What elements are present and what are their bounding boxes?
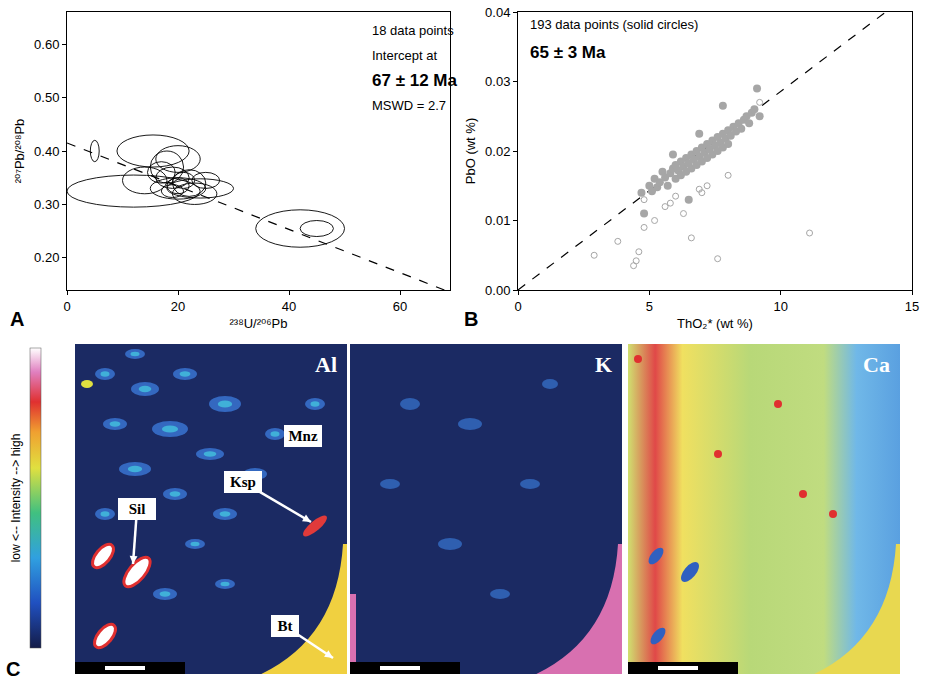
svg-text:18 data points: 18 data points xyxy=(372,23,454,38)
svg-text:K: K xyxy=(595,352,612,377)
svg-text:PbO (wt %): PbO (wt %) xyxy=(463,118,478,184)
svg-text:0.60: 0.60 xyxy=(34,37,59,52)
svg-text:60: 60 xyxy=(393,299,407,314)
svg-text:0.20: 0.20 xyxy=(34,250,59,265)
svg-text:193 data points (solid circles: 193 data points (solid circles) xyxy=(530,17,698,32)
svg-text:Intercept at: Intercept at xyxy=(372,48,437,63)
svg-text:0.30: 0.30 xyxy=(34,197,59,212)
svg-text:0.04: 0.04 xyxy=(485,5,510,20)
svg-text:Bt: Bt xyxy=(278,618,293,634)
svg-text:²³⁸U/²⁰⁶Pb: ²³⁸U/²⁰⁶Pb xyxy=(230,316,288,331)
svg-text:20: 20 xyxy=(171,299,185,314)
svg-text:C: C xyxy=(6,658,20,680)
svg-text:10: 10 xyxy=(773,299,787,314)
svg-text:65 ± 3 Ma: 65 ± 3 Ma xyxy=(530,43,606,62)
svg-text:40: 40 xyxy=(282,299,296,314)
svg-text:0: 0 xyxy=(63,299,70,314)
svg-text:low <-- Intensity --> high: low <-- Intensity --> high xyxy=(9,434,23,563)
svg-text:0.02: 0.02 xyxy=(485,144,510,159)
svg-text:0.01: 0.01 xyxy=(485,213,510,228)
svg-text:Mnz: Mnz xyxy=(288,428,318,444)
svg-text:MSWD = 2.7: MSWD = 2.7 xyxy=(372,98,446,113)
svg-text:0.50: 0.50 xyxy=(34,90,59,105)
svg-text:²⁰⁷Pb/²⁰⁸Pb: ²⁰⁷Pb/²⁰⁸Pb xyxy=(12,119,27,184)
svg-text:0: 0 xyxy=(514,299,521,314)
svg-text:B: B xyxy=(464,308,478,330)
svg-text:0.00: 0.00 xyxy=(485,283,510,298)
svg-text:Ca: Ca xyxy=(863,352,890,377)
svg-text:5: 5 xyxy=(646,299,653,314)
svg-text:Sil: Sil xyxy=(129,501,146,517)
svg-text:A: A xyxy=(10,308,24,330)
svg-text:Ksp: Ksp xyxy=(230,474,256,490)
svg-text:67 ± 12 Ma: 67 ± 12 Ma xyxy=(372,71,457,90)
svg-text:0.40: 0.40 xyxy=(34,144,59,159)
svg-text:0.03: 0.03 xyxy=(485,74,510,89)
svg-text:ThO₂* (wt %): ThO₂* (wt %) xyxy=(677,316,753,331)
svg-text:15: 15 xyxy=(905,299,919,314)
svg-text:Al: Al xyxy=(315,352,337,377)
